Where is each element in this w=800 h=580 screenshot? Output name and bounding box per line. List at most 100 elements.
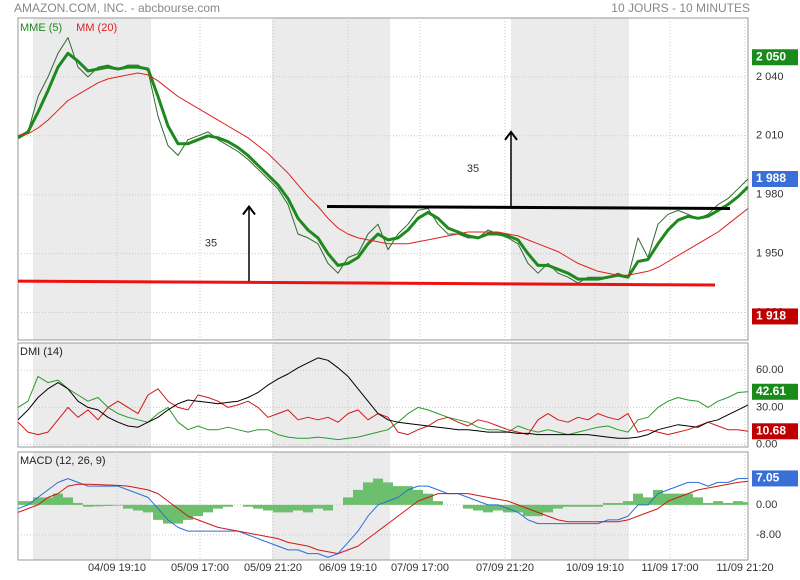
histogram-bar — [743, 502, 748, 505]
histogram-bar — [283, 504, 293, 513]
histogram-bar — [423, 493, 433, 505]
x-tick-label: 07/09 17:00 — [391, 562, 449, 574]
histogram-bar — [143, 504, 153, 513]
histogram-bar — [153, 504, 163, 520]
x-tick-label: 05/09 17:00 — [171, 562, 229, 574]
value-box-label: 1 918 — [756, 309, 786, 323]
panel-frame — [17, 451, 749, 561]
value-box-label: 1 988 — [756, 171, 786, 185]
histogram-bar — [543, 504, 553, 513]
histogram-bar — [463, 504, 473, 509]
legend-entry: MME (5) — [20, 22, 62, 34]
histogram-bar — [613, 503, 623, 505]
x-tick-label: 11/09 21:20 — [716, 562, 773, 574]
trend-line — [18, 279, 716, 287]
arrow-head — [242, 204, 256, 216]
histogram-bar — [683, 493, 693, 505]
series-line — [18, 357, 748, 439]
chart-title: AMAZON.COM, INC. - abcbourse.com — [14, 1, 220, 15]
histogram-bar — [733, 501, 743, 505]
series-line — [18, 72, 748, 276]
y-tick-label: -8.00 — [756, 529, 781, 541]
histogram-bar — [43, 497, 53, 505]
histogram-bar — [513, 504, 523, 513]
legend-entry: MM (20) — [76, 22, 117, 34]
histogram-bar — [83, 504, 93, 507]
trend-line — [326, 204, 731, 210]
series-line — [18, 477, 748, 558]
histogram-bar — [573, 504, 583, 507]
plot-area — [18, 357, 748, 441]
panel-title: MACD (12, 26, 9) — [20, 455, 106, 467]
histogram-bar — [113, 504, 123, 506]
histogram-bar — [653, 489, 663, 505]
plot-area — [18, 477, 748, 558]
histogram-bar — [483, 504, 493, 513]
histogram-bar — [583, 504, 593, 507]
y-tick-label: 2 010 — [756, 130, 784, 142]
histogram-bar — [723, 503, 733, 505]
panel-title: DMI (14) — [20, 346, 63, 358]
series-line — [18, 375, 748, 441]
histogram-bar — [693, 497, 703, 505]
series-line — [18, 480, 748, 555]
histogram-bar — [413, 489, 423, 505]
histogram-bar — [173, 504, 183, 524]
histogram-bar — [203, 504, 213, 513]
y-tick-label: 60.00 — [756, 364, 784, 376]
histogram-bar — [33, 497, 43, 505]
histogram-bar — [663, 493, 673, 505]
histogram-bar — [303, 504, 313, 513]
histogram-bar — [73, 503, 83, 505]
histogram-bar — [193, 504, 203, 517]
histogram-bar — [523, 504, 533, 517]
histogram-bar — [643, 497, 653, 505]
value-box — [752, 383, 798, 400]
histogram-bar — [563, 504, 573, 507]
histogram-bar — [623, 501, 633, 505]
panel-frame — [17, 342, 749, 448]
y-tick-label: 30.00 — [756, 401, 784, 413]
histogram-bar — [313, 504, 323, 509]
histogram-bar — [603, 503, 613, 505]
day-shading — [33, 18, 629, 560]
histogram-bar — [63, 497, 73, 505]
histogram-bar — [343, 497, 353, 505]
x-tick-label: 05/09 21:20 — [244, 562, 302, 574]
plot-area — [18, 37, 748, 287]
histogram-bar — [23, 501, 33, 505]
histogram-bar — [263, 504, 273, 511]
histogram-bar — [403, 486, 413, 505]
value-box — [752, 423, 798, 440]
chart-subtitle: 10 JOURS - 10 MINUTES — [611, 1, 750, 15]
histogram-bar — [473, 504, 483, 511]
histogram-bar — [163, 504, 173, 524]
x-tick-label: 10/09 19:10 — [566, 562, 624, 574]
histogram-bar — [293, 504, 303, 511]
series-line — [18, 388, 748, 436]
histogram-bar — [373, 478, 383, 505]
histogram-bar — [363, 482, 373, 505]
histogram-bar — [433, 501, 443, 505]
arrow-label: 35 — [205, 238, 217, 250]
x-tick-label: 07/09 21:20 — [476, 562, 534, 574]
histogram-bar — [18, 501, 23, 505]
y-tick-label: 1 980 — [756, 189, 784, 201]
histogram-bar — [493, 504, 503, 511]
histogram-bar — [533, 504, 543, 517]
histogram-bar — [393, 486, 403, 505]
value-box-label: 42.61 — [756, 384, 786, 398]
value-box — [752, 470, 798, 487]
y-tick-label: 0.00 — [756, 499, 777, 511]
x-tick-label: 04/09 19:10 — [88, 562, 146, 574]
value-box — [752, 49, 798, 66]
histogram-bar — [183, 504, 193, 520]
y-tick-label: 2 040 — [756, 71, 784, 83]
histogram-bar — [253, 504, 263, 509]
histogram-bar — [93, 504, 103, 507]
arrow-label: 35 — [467, 163, 479, 175]
value-box-label: 10.68 — [756, 423, 786, 437]
histogram-bar — [53, 493, 63, 505]
histogram-bar — [103, 504, 113, 506]
